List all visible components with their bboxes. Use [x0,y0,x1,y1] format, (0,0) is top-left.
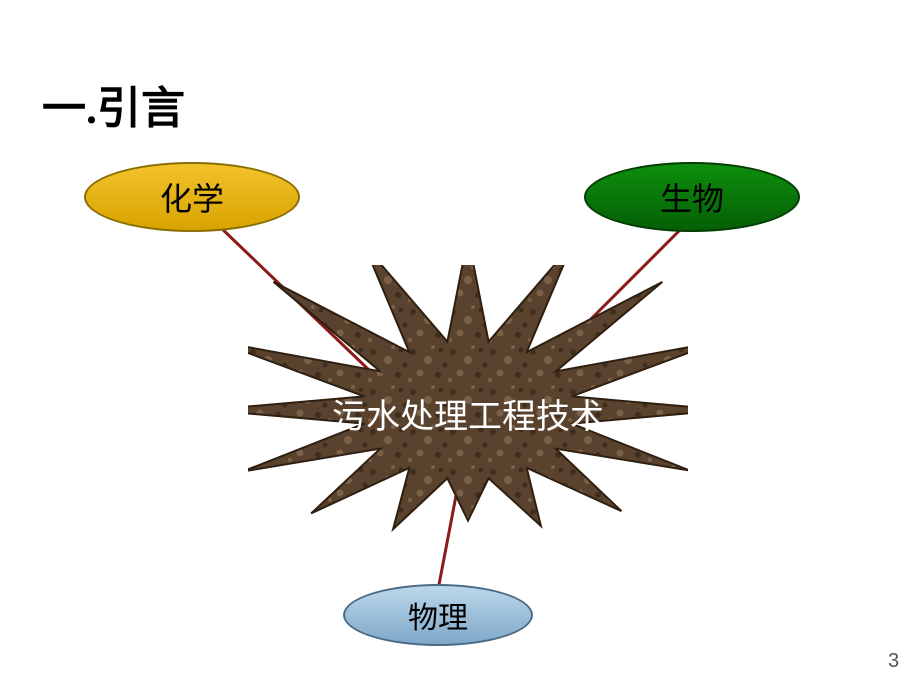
center-label: 污水处理工程技术 [298,389,638,438]
node-chemistry: 化学 [84,162,300,232]
page-number: 3 [888,650,899,673]
slide-title: 一.引言 [42,72,185,136]
node-chemistry-label: 化学 [160,174,224,220]
slide: 一.引言 化学 生物物理 污水处理工程技术 3 [0,0,920,690]
center-starburst [248,265,688,555]
node-biology: 生物 [584,162,800,232]
node-physics-label: 物理 [408,593,468,637]
node-biology-label: 生物 [660,174,724,220]
node-physics: 物理 [343,584,533,646]
